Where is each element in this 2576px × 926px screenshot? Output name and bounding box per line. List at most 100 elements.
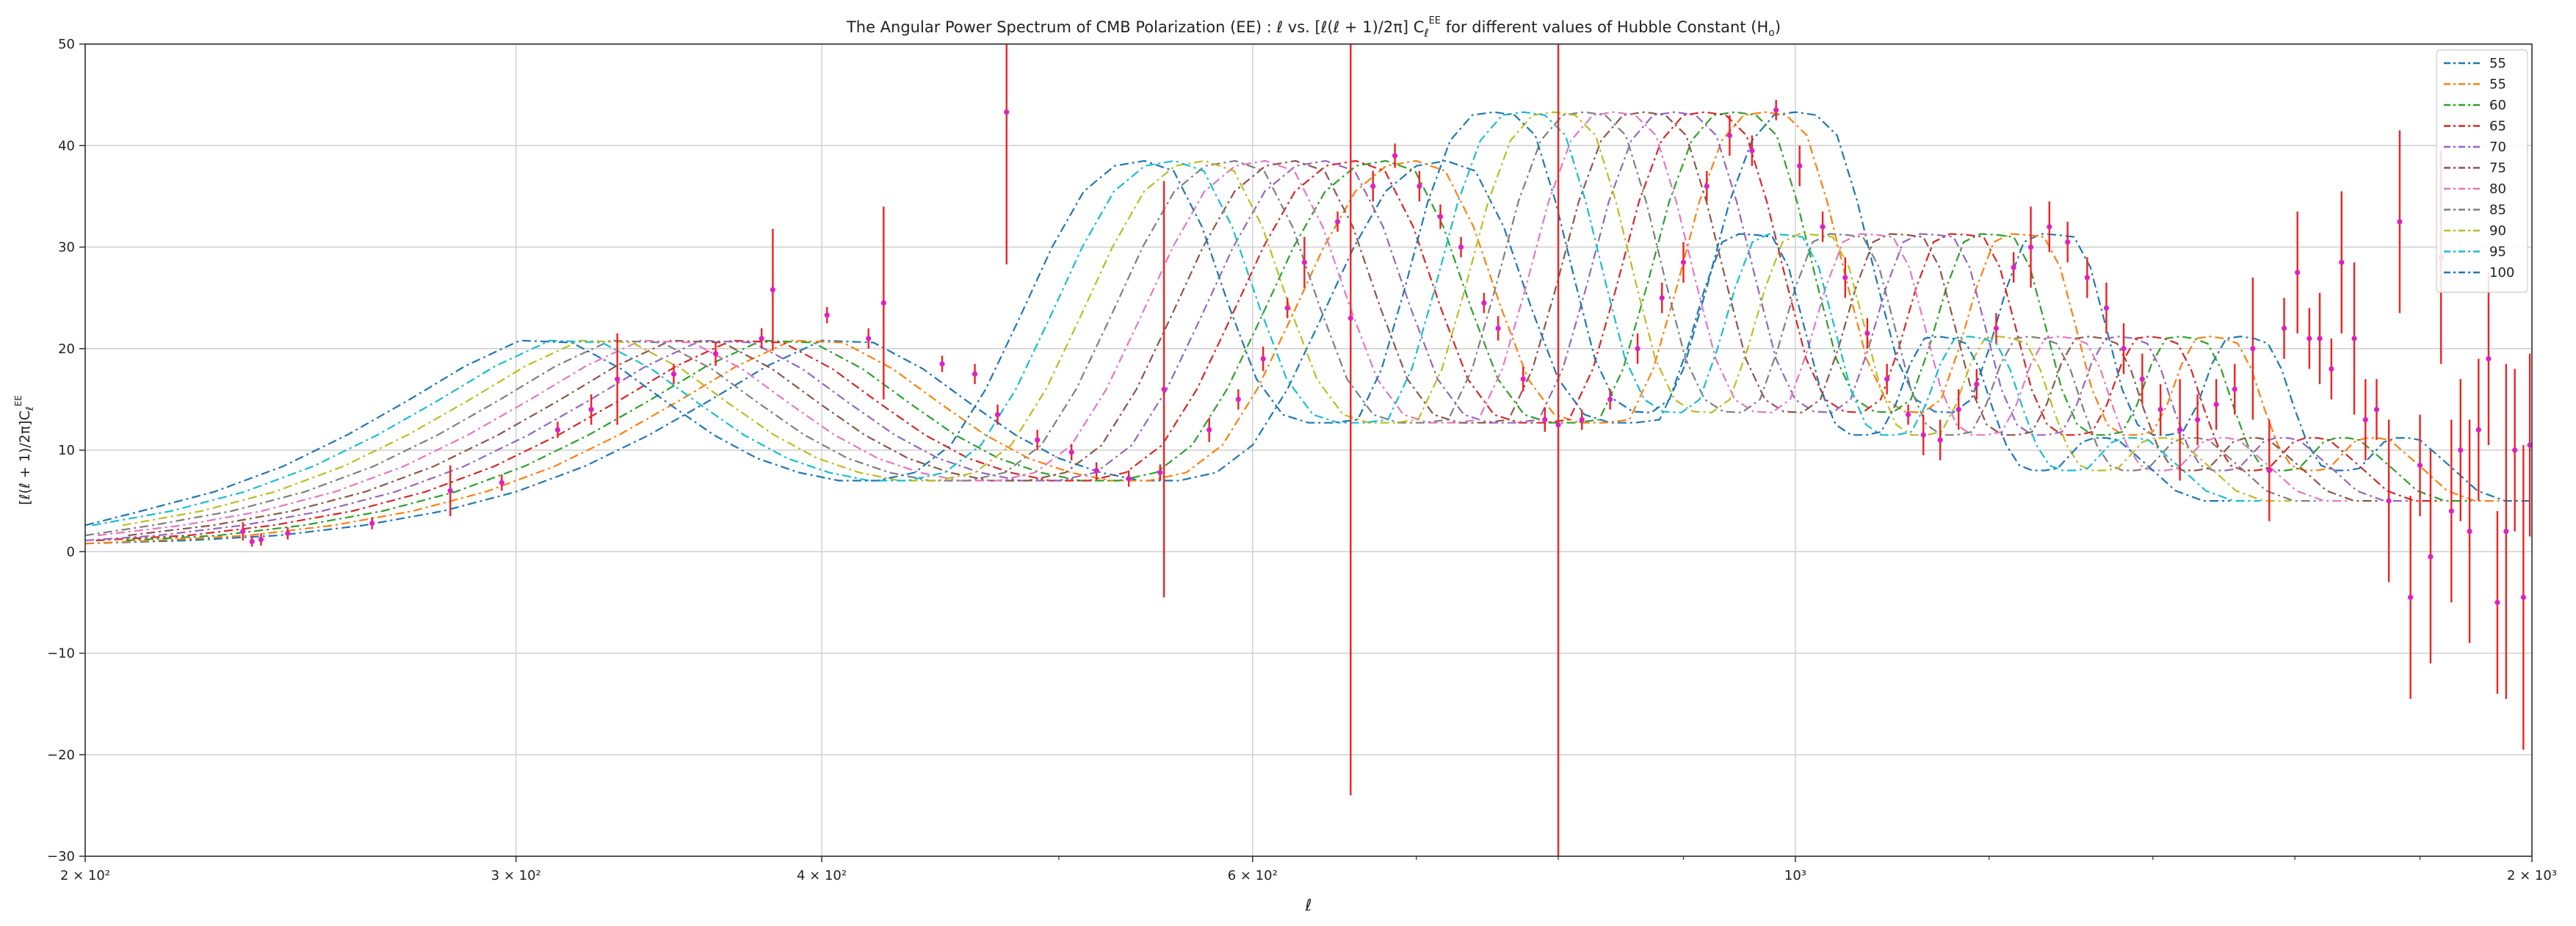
data-point bbox=[1955, 407, 1961, 413]
x-tick-label: 2 × 10³ bbox=[2507, 868, 2557, 883]
legend-label-70: 70 bbox=[2489, 140, 2506, 155]
legend-label-95: 95 bbox=[2489, 245, 2506, 260]
x-tick-label: 2 × 10² bbox=[60, 868, 110, 883]
x-axis-ticks: 2 × 10² 3 × 10² 4 × 10² 6 × 10² 10³ 2 × 10³ bbox=[60, 856, 2557, 883]
data-point bbox=[1993, 325, 2000, 331]
series-line-70 bbox=[84, 111, 2412, 542]
data-point bbox=[1392, 153, 1398, 159]
data-point bbox=[1773, 107, 1779, 113]
y-tick-label: 30 bbox=[58, 240, 75, 256]
y-tick-label: −10 bbox=[47, 646, 75, 662]
data-point bbox=[2417, 463, 2423, 469]
data-point bbox=[2065, 239, 2071, 245]
data-point bbox=[2520, 594, 2526, 601]
legend-label-75: 75 bbox=[2489, 161, 2506, 176]
y-tick-label: 0 bbox=[67, 544, 75, 560]
data-point bbox=[615, 376, 621, 382]
data-point bbox=[2232, 386, 2237, 392]
data-point bbox=[939, 361, 945, 367]
data-point bbox=[1347, 315, 1353, 321]
data-point bbox=[2494, 599, 2500, 605]
data-point bbox=[2047, 224, 2052, 230]
chart-title: The Angular Power Spectrum of CMB Polari… bbox=[846, 15, 1781, 40]
data-point bbox=[1417, 183, 1422, 189]
data-point bbox=[1726, 132, 1733, 139]
data-point bbox=[369, 520, 375, 527]
data-point bbox=[1260, 355, 1266, 362]
y-tick-label: 10 bbox=[58, 443, 75, 458]
data-point bbox=[824, 312, 830, 318]
legend-label-55: 55 bbox=[2489, 56, 2506, 71]
legend-label-100: 100 bbox=[2489, 265, 2514, 281]
data-point bbox=[1126, 476, 1132, 482]
data-point bbox=[1370, 183, 1376, 189]
data-point bbox=[1607, 397, 1613, 402]
data-point bbox=[2329, 366, 2334, 372]
y-axis-ticks: −30 −20 −10 0 10 20 30 40 50 bbox=[47, 37, 85, 864]
data-point bbox=[1842, 275, 1848, 281]
data-points bbox=[240, 107, 2533, 605]
data-point bbox=[1749, 148, 1755, 153]
data-point bbox=[447, 488, 453, 493]
data-point bbox=[1520, 376, 1526, 382]
data-point bbox=[2386, 498, 2392, 504]
data-point bbox=[1284, 305, 1290, 311]
data-point bbox=[499, 480, 504, 485]
y-axis-label: [ℓ(ℓ + 1)/2π]CℓEE bbox=[13, 395, 36, 505]
data-point bbox=[2351, 336, 2357, 341]
data-point bbox=[2503, 529, 2509, 535]
data-point bbox=[1937, 437, 1943, 443]
data-point bbox=[2373, 407, 2380, 413]
data-point bbox=[2408, 594, 2414, 601]
series-line-55 bbox=[84, 111, 2502, 545]
y-tick-label: 40 bbox=[58, 138, 75, 153]
data-point bbox=[1458, 244, 1464, 250]
x-tick-label: 4 × 10² bbox=[797, 868, 847, 883]
data-point bbox=[1820, 224, 1826, 230]
legend-box bbox=[2436, 49, 2528, 293]
y-tick-label: −20 bbox=[47, 748, 75, 763]
data-point bbox=[588, 407, 594, 413]
series-line-95 bbox=[92, 111, 2261, 527]
data-point bbox=[1235, 397, 1241, 402]
data-point bbox=[1157, 469, 1163, 476]
data-point bbox=[1920, 432, 1926, 438]
data-point bbox=[1495, 325, 1501, 331]
data-point bbox=[2157, 407, 2163, 413]
series-line-60 bbox=[126, 111, 2472, 542]
x-axis-label: ℓ bbox=[1304, 897, 1311, 915]
data-point bbox=[670, 371, 677, 377]
data-point bbox=[2428, 554, 2434, 560]
data-point bbox=[249, 538, 255, 545]
data-point bbox=[2194, 416, 2201, 423]
data-point bbox=[1093, 468, 1099, 474]
series-line-90 bbox=[122, 111, 2291, 527]
data-point bbox=[994, 412, 1001, 418]
series-lines bbox=[84, 111, 2532, 545]
data-point bbox=[2527, 442, 2533, 448]
data-point bbox=[1437, 214, 1444, 220]
data-point bbox=[1635, 346, 1640, 352]
data-point bbox=[2121, 346, 2127, 352]
data-point bbox=[2250, 346, 2256, 352]
data-point bbox=[1884, 376, 1890, 382]
data-point bbox=[1797, 163, 1803, 169]
data-point bbox=[2027, 244, 2034, 250]
data-point bbox=[1555, 422, 1561, 428]
legend-label-90: 90 bbox=[2489, 223, 2506, 239]
data-point bbox=[2103, 305, 2110, 311]
data-point bbox=[1542, 416, 1548, 423]
data-point bbox=[1035, 437, 1041, 443]
data-point bbox=[1068, 449, 1074, 455]
data-point bbox=[1905, 412, 1911, 418]
data-point bbox=[1301, 259, 1307, 265]
data-point bbox=[258, 537, 264, 543]
data-point bbox=[1004, 109, 1010, 115]
y-tick-label: −30 bbox=[47, 849, 75, 864]
data-point bbox=[2295, 270, 2301, 275]
series-line-65 bbox=[95, 111, 2442, 542]
data-point bbox=[285, 530, 291, 536]
legend-label-65: 65 bbox=[2489, 119, 2506, 134]
